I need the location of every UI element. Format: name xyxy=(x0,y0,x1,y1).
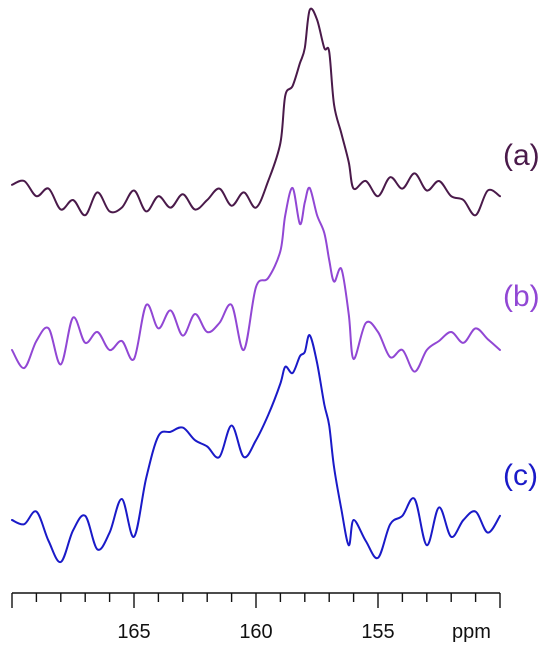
series-labels: (a) (b) (c) xyxy=(503,139,540,492)
x-axis: 165 160 155 ppm xyxy=(11,592,501,643)
spectra-traces xyxy=(11,7,501,564)
series-label-b: (b) xyxy=(503,280,540,313)
spectrum-trace-b xyxy=(11,186,501,373)
spectrum-trace-a xyxy=(11,7,501,217)
series-label-c: (c) xyxy=(503,459,538,492)
x-axis-label: ppm xyxy=(452,621,491,643)
tick-label-165: 165 xyxy=(117,621,150,643)
spectrum-trace-c xyxy=(11,334,501,564)
series-label-a: (a) xyxy=(503,139,540,172)
tick-label-160: 160 xyxy=(239,621,272,643)
tick-label-155: 155 xyxy=(361,621,394,643)
x-axis-ticks: 165 160 155 xyxy=(11,593,501,643)
